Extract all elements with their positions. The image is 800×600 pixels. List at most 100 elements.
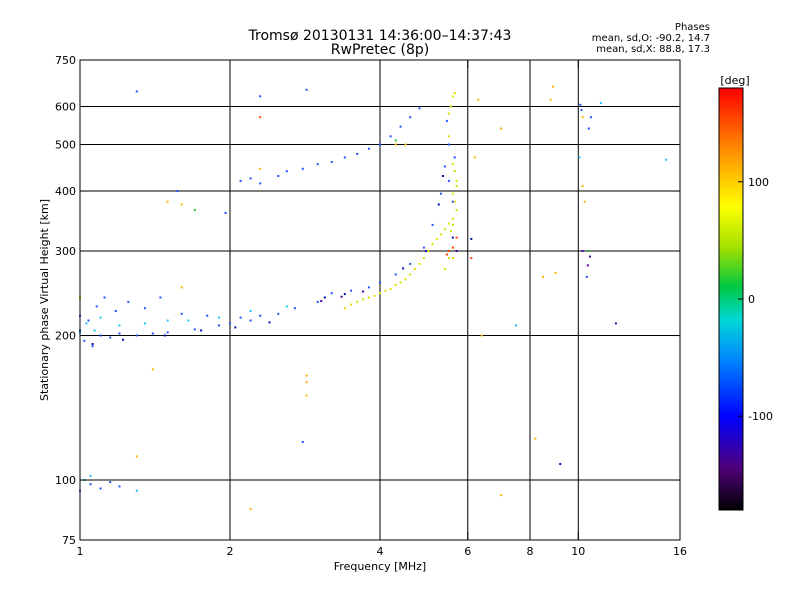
data-point xyxy=(439,233,442,236)
data-point xyxy=(418,107,421,110)
data-point xyxy=(379,292,381,295)
data-point xyxy=(305,374,308,377)
data-point xyxy=(447,143,450,146)
data-point xyxy=(554,272,557,274)
data-point xyxy=(249,177,252,180)
data-point xyxy=(135,455,138,458)
data-point xyxy=(447,222,450,225)
colorbar-label: [deg] xyxy=(720,74,749,87)
data-point xyxy=(441,175,444,177)
data-point xyxy=(91,343,94,345)
x-tick-label: 16 xyxy=(673,545,687,558)
data-point xyxy=(394,283,397,286)
data-point xyxy=(437,203,440,206)
data-point xyxy=(404,143,407,146)
data-point xyxy=(451,163,454,166)
data-point xyxy=(305,394,308,397)
data-point xyxy=(87,319,90,322)
data-point xyxy=(455,209,458,212)
data-point xyxy=(330,292,333,295)
data-point xyxy=(118,324,121,327)
data-point xyxy=(362,290,365,293)
data-point xyxy=(350,303,353,306)
colorbar-tick-label: -100 xyxy=(748,410,773,423)
data-point xyxy=(343,156,346,159)
data-point xyxy=(180,203,183,206)
data-point xyxy=(285,170,288,173)
data-point xyxy=(379,281,381,284)
data-point xyxy=(373,294,376,297)
phases-info: Phases mean, sd,O: -90.2, 14.7 mean, sd,… xyxy=(590,22,710,55)
data-point xyxy=(394,143,397,146)
data-point xyxy=(451,200,454,203)
data-point xyxy=(515,324,517,327)
data-point xyxy=(447,179,450,182)
data-point xyxy=(217,324,220,327)
data-point xyxy=(409,116,412,119)
data-point xyxy=(447,112,450,115)
data-point xyxy=(587,250,590,252)
data-point xyxy=(301,167,304,170)
data-point xyxy=(413,268,416,271)
data-point xyxy=(259,167,262,170)
x-axis-label: Frequency [MHz] xyxy=(334,560,426,573)
x-tick-label: 8 xyxy=(527,545,534,558)
data-point xyxy=(356,152,359,155)
data-point xyxy=(163,334,166,337)
data-point xyxy=(384,289,387,292)
data-point xyxy=(418,262,421,265)
data-point xyxy=(404,278,407,281)
data-point xyxy=(135,489,138,492)
data-point xyxy=(470,257,473,260)
data-point xyxy=(323,296,326,299)
data-point xyxy=(367,286,370,289)
data-point xyxy=(599,102,602,105)
data-point xyxy=(451,236,454,239)
data-point xyxy=(268,321,271,324)
data-point xyxy=(343,293,346,296)
data-point xyxy=(187,319,190,322)
data-point xyxy=(143,322,146,325)
data-point xyxy=(552,85,555,88)
data-point xyxy=(534,437,537,440)
data-point xyxy=(451,223,454,226)
data-point xyxy=(451,217,454,220)
y-tick-label: 600 xyxy=(55,101,76,114)
phases-o-stats: mean, sd,O: -90.2, 14.7 xyxy=(591,33,710,44)
data-point xyxy=(447,257,450,260)
data-point xyxy=(293,307,296,310)
data-point xyxy=(166,319,169,322)
chart-title-line2: RwPretec (8p) xyxy=(330,42,430,58)
data-point xyxy=(443,268,446,271)
data-point xyxy=(180,286,183,289)
data-point xyxy=(206,314,209,317)
data-point xyxy=(379,143,381,146)
data-point xyxy=(586,264,589,267)
data-point xyxy=(301,441,304,443)
data-point xyxy=(581,250,584,252)
data-point xyxy=(431,243,434,246)
data-point xyxy=(445,253,448,256)
data-point xyxy=(343,307,346,310)
data-point xyxy=(330,160,333,163)
y-tick-label: 200 xyxy=(55,330,76,343)
data-point xyxy=(581,116,584,119)
x-tick-label: 4 xyxy=(377,545,384,558)
data-point xyxy=(135,334,138,337)
data-point xyxy=(118,332,121,335)
x-tick-label: 2 xyxy=(227,545,234,558)
axes: 1 2 4 6 8 10 16 75 100 200 300 400 500 600 750 xyxy=(55,54,687,558)
y-tick-label: 75 xyxy=(62,534,76,547)
data-point xyxy=(451,257,454,260)
data-point xyxy=(166,200,169,203)
data-point xyxy=(394,139,397,142)
phases-heading: Phases xyxy=(674,22,710,33)
data-point xyxy=(445,119,448,122)
data-point xyxy=(259,182,262,185)
data-point xyxy=(435,237,438,240)
data-point xyxy=(578,156,581,159)
data-point xyxy=(239,316,242,319)
data-point xyxy=(451,192,454,195)
data-point xyxy=(402,267,405,270)
